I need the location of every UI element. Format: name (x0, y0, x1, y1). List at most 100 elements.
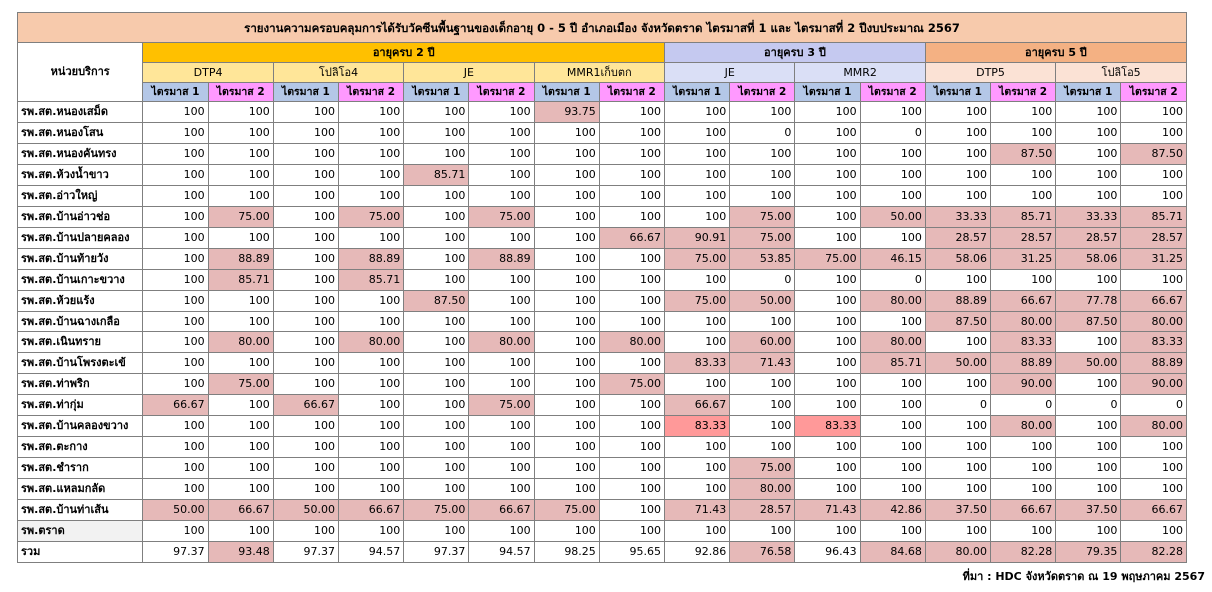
coverage-cell: 100 (533, 394, 600, 417)
coverage-cell: 100 (403, 373, 470, 396)
service-unit-name: รพ.สต.บ้านฉางเกลือ (16, 310, 144, 333)
coverage-cell: 100 (468, 415, 535, 438)
coverage-cell: 100 (468, 268, 535, 291)
coverage-cell: 100 (598, 394, 666, 417)
coverage-cell: 58.06 (924, 247, 992, 270)
coverage-cell: 75.00 (403, 499, 470, 522)
vaccine-polio5: โปลิโอ5 (1055, 62, 1187, 83)
coverage-cell: 100 (794, 457, 861, 480)
coverage-cell: 100 (794, 352, 861, 375)
coverage-cell: 100 (337, 142, 405, 165)
coverage-cell: 85.71 (337, 268, 405, 291)
coverage-cell: 100 (924, 373, 992, 396)
coverage-cell: 100 (664, 457, 731, 480)
coverage-cell: 100 (990, 436, 1057, 459)
service-unit-name: รพ.สต.บ้านคลองขวาง (16, 415, 144, 438)
coverage-cell: 100 (794, 121, 861, 144)
coverage-cell: 0 (729, 121, 796, 144)
coverage-cell: 79.35 (1055, 541, 1122, 563)
quarter-2-header: ไตรมาส 2 (859, 82, 926, 102)
coverage-cell: 100 (142, 331, 209, 354)
coverage-cell: 80.00 (990, 310, 1057, 333)
coverage-cell: 28.57 (1120, 226, 1187, 249)
coverage-cell: 100 (1055, 163, 1122, 186)
coverage-cell: 75.00 (533, 499, 600, 522)
coverage-cell: 75.00 (729, 457, 796, 480)
coverage-cell: 66.67 (1120, 499, 1187, 522)
coverage-cell: 50.00 (272, 499, 340, 522)
coverage-cell: 100 (859, 184, 926, 207)
group-age-5: อายุครบ 5 ปี (924, 42, 1188, 63)
coverage-cell: 100 (142, 352, 209, 375)
coverage-cell: 100 (337, 352, 405, 375)
coverage-cell: 100 (142, 142, 209, 165)
coverage-cell: 100 (272, 142, 340, 165)
service-unit-name: รพ.สต.ห้วงน้ำขาว (16, 163, 144, 186)
coverage-cell: 87.50 (990, 142, 1057, 165)
coverage-cell: 96.43 (794, 541, 861, 563)
coverage-cell: 80.00 (598, 331, 666, 354)
table-row: รพ.สต.บ้านอ่าวช่อ 100 75.00 100 75.00 100 75.0… (16, 205, 1187, 228)
coverage-cell: 100 (142, 289, 209, 312)
coverage-cell: 100 (1120, 184, 1187, 207)
coverage-cell: 100 (142, 247, 209, 270)
coverage-cell: 28.57 (924, 226, 992, 249)
coverage-cell: 80.00 (1120, 310, 1187, 333)
coverage-cell: 100 (272, 520, 340, 543)
coverage-cell: 100 (533, 142, 600, 165)
coverage-cell: 100 (794, 520, 861, 543)
coverage-cell: 100 (794, 478, 861, 501)
coverage-cell: 100 (859, 457, 926, 480)
coverage-cell: 71.43 (729, 352, 796, 375)
table-row: รพ.สต.บ้านท้ายวัง 100 88.89 100 88.89 100 88.8… (16, 247, 1187, 270)
coverage-cell: 76.58 (729, 541, 796, 563)
coverage-cell: 100 (794, 142, 861, 165)
service-unit-name: รพ.สต.บ้านอ่าวช่อ (16, 205, 144, 228)
table-row: รพ.สต.บ้านท่าเส้น 50.00 66.67 50.00 66.67 75.… (16, 499, 1187, 522)
coverage-cell: 100 (533, 289, 600, 312)
coverage-cell: 80.00 (859, 289, 926, 312)
coverage-cell: 100 (337, 310, 405, 333)
coverage-cell: 97.37 (272, 541, 340, 563)
quarter-2-header: ไตรมาส 2 (729, 82, 796, 102)
coverage-cell: 100 (142, 163, 209, 186)
service-unit-name: รพ.สต.บ้านเกาะขวาง (16, 268, 144, 291)
coverage-cell: 66.67 (142, 394, 209, 417)
coverage-cell: 33.33 (1055, 205, 1122, 228)
coverage-cell: 100 (859, 394, 926, 417)
table-row: รพ.สต.ท่ากุ่ม 66.67 100 66.67 100 100 75.00 100… (16, 394, 1187, 417)
coverage-cell: 100 (729, 310, 796, 333)
vaccine-je-age3: JE (664, 62, 796, 83)
coverage-cell: 100 (924, 436, 992, 459)
group-age-2: อายุครบ 2 ปี (142, 42, 666, 63)
coverage-cell: 100 (729, 142, 796, 165)
quarter-1-header: ไตรมาส 1 (924, 82, 992, 102)
coverage-cell: 100 (794, 184, 861, 207)
coverage-cell: 100 (598, 520, 666, 543)
coverage-cell: 100 (533, 436, 600, 459)
coverage-cell: 100 (1055, 142, 1122, 165)
coverage-cell: 42.86 (859, 499, 926, 522)
coverage-cell: 80.00 (990, 415, 1057, 438)
coverage-cell: 98.25 (533, 541, 600, 563)
coverage-cell: 100 (1055, 331, 1122, 354)
coverage-cell: 100 (533, 205, 600, 228)
coverage-cell: 100 (598, 163, 666, 186)
coverage-cell: 100 (272, 331, 340, 354)
coverage-cell: 100 (598, 478, 666, 501)
coverage-cell: 50.00 (729, 289, 796, 312)
service-unit-name: รพ.ตราด (16, 520, 144, 543)
coverage-cell: 100 (598, 457, 666, 480)
coverage-cell: 100 (533, 310, 600, 333)
coverage-cell: 100 (403, 268, 470, 291)
coverage-cell: 100 (403, 436, 470, 459)
coverage-cell: 100 (990, 101, 1057, 123)
coverage-cell: 75.00 (664, 289, 731, 312)
coverage-cell: 100 (207, 352, 274, 375)
quarter-1-header: ไตรมาส 1 (272, 82, 340, 102)
service-unit-name: รพ.สต.ตะกาง (16, 436, 144, 459)
coverage-cell: 100 (794, 163, 861, 186)
group-age-3: อายุครบ 3 ปี (664, 42, 926, 63)
coverage-cell: 100 (272, 478, 340, 501)
coverage-cell: 60.00 (729, 331, 796, 354)
